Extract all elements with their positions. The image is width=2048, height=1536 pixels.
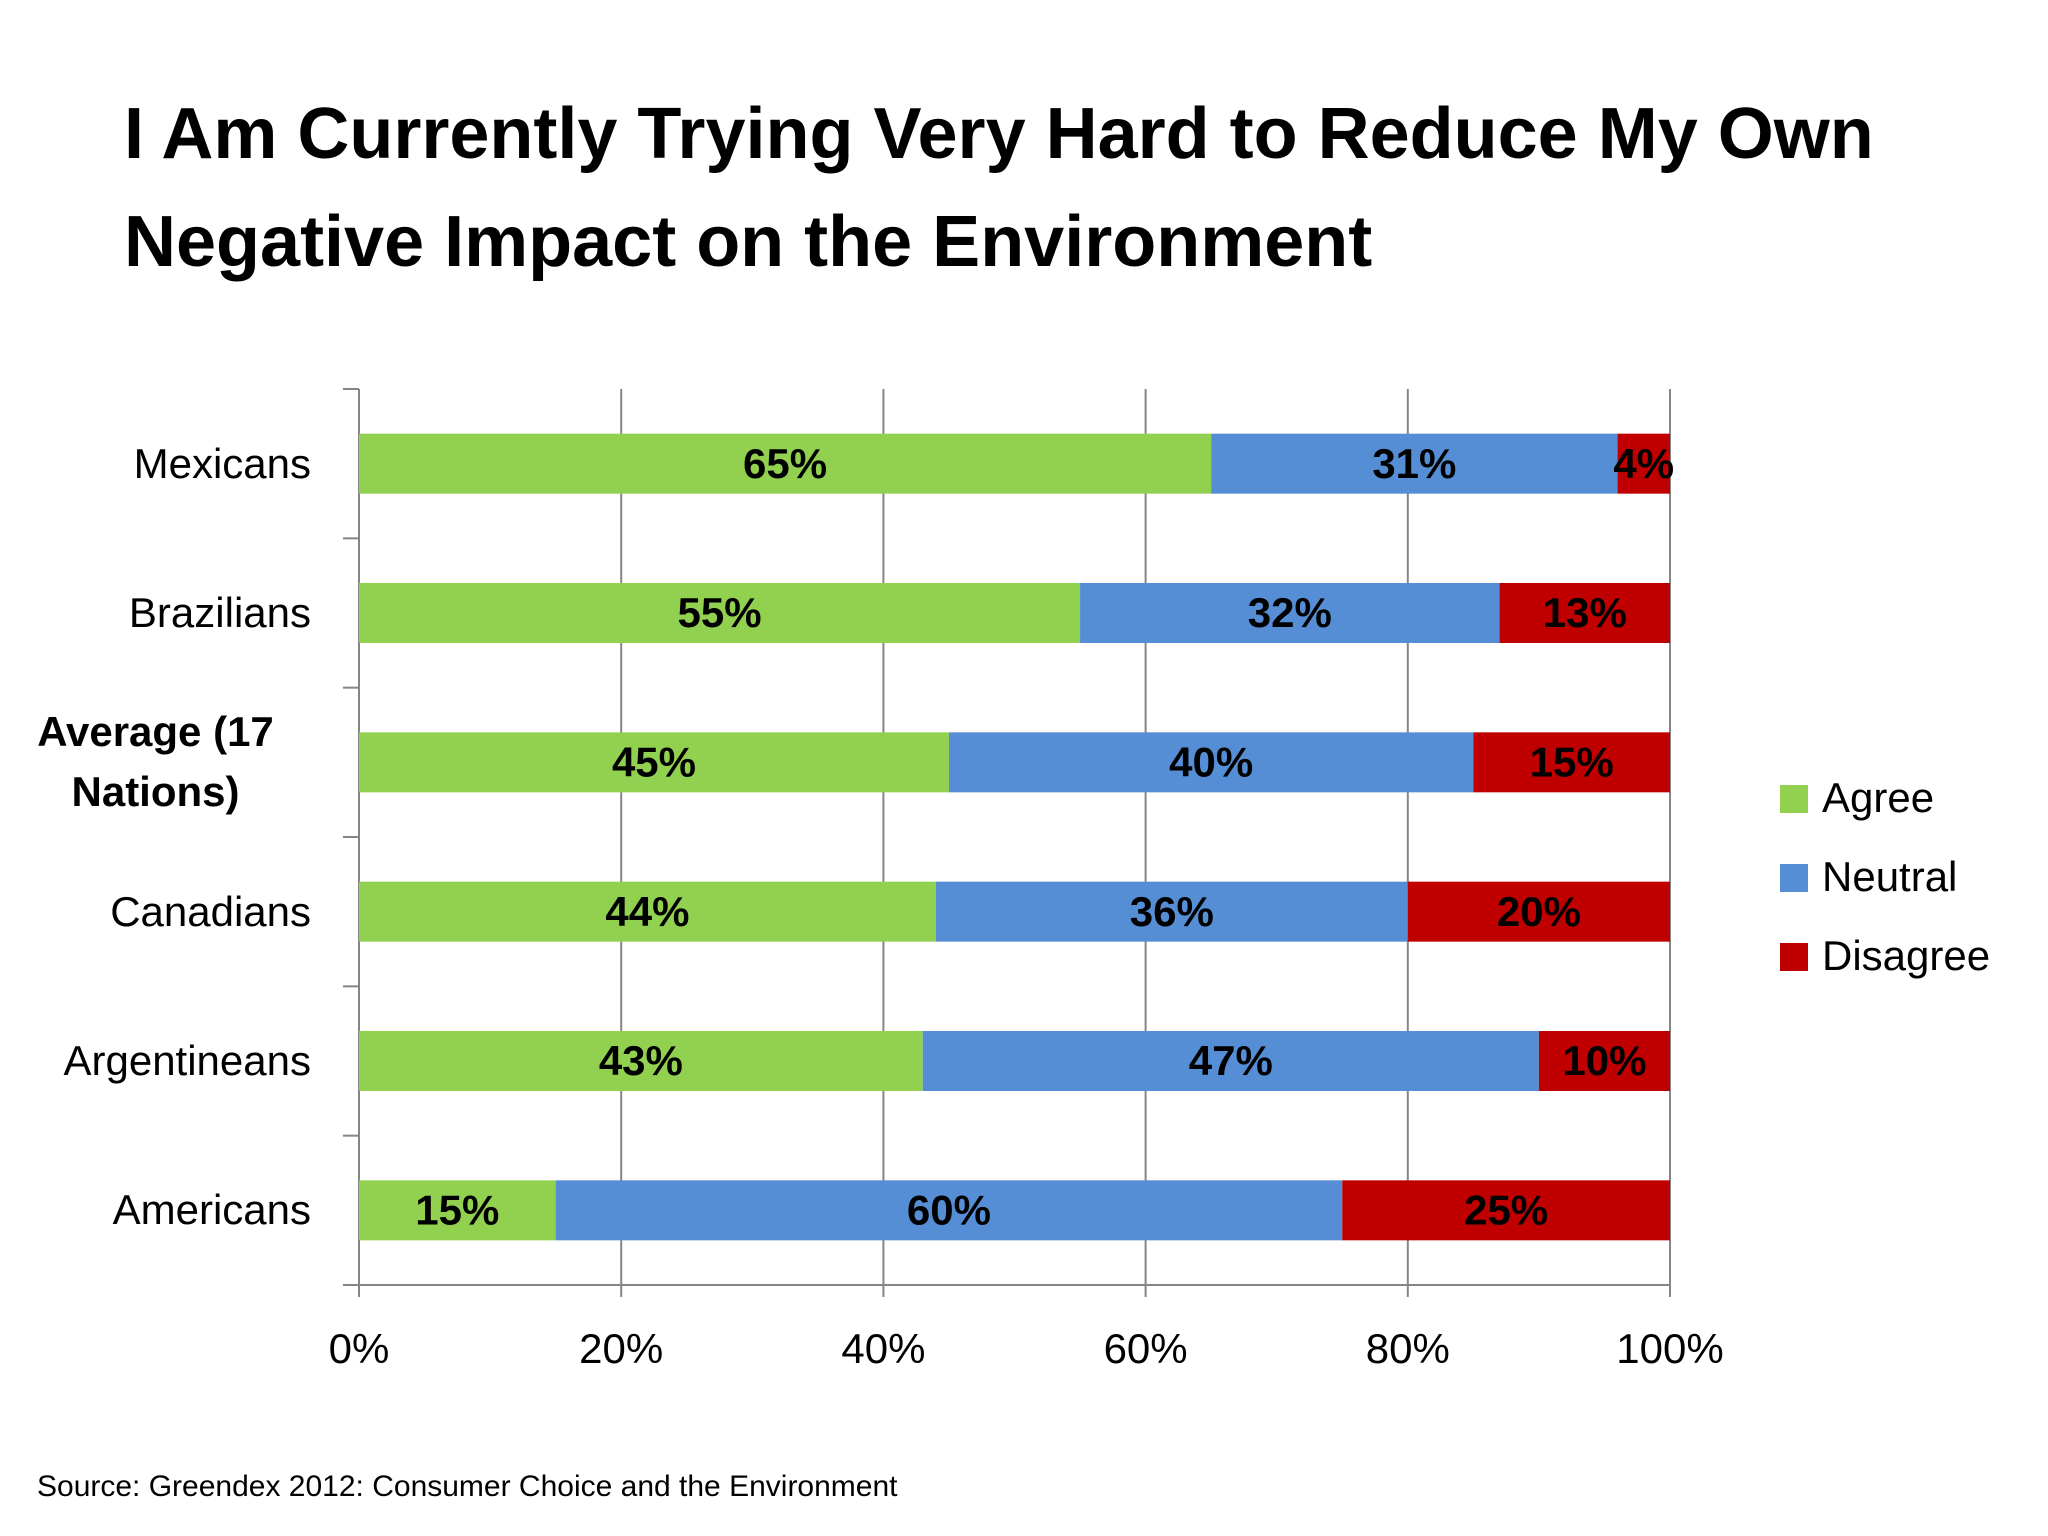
bar-segment: [1473, 732, 1670, 793]
bar-segment: [1080, 583, 1500, 643]
x-tick-label: 60%: [1104, 1325, 1188, 1372]
bar-segment: [359, 583, 1081, 643]
data-label: 32%: [1248, 589, 1332, 636]
data-label: 40%: [1169, 738, 1253, 785]
x-tick-label: 100%: [1616, 1325, 1723, 1372]
data-label: 36%: [1130, 888, 1214, 935]
data-label: 15%: [1530, 738, 1614, 785]
legend-swatch: [1780, 864, 1808, 892]
bar-segment: [555, 1180, 1343, 1241]
data-label: 25%: [1464, 1186, 1548, 1233]
y-tick-label: Americans: [112, 1186, 311, 1234]
bar-segment: [359, 881, 936, 942]
data-label: 4%: [1613, 440, 1674, 487]
bar-segment: [359, 1031, 923, 1091]
bar-segment: [1499, 583, 1670, 643]
bar-segment: [359, 1180, 556, 1241]
data-label: 20%: [1497, 888, 1581, 935]
y-tick-label: Average (17 Nations): [37, 708, 274, 816]
bar-segment: [948, 732, 1474, 793]
data-label: 44%: [605, 888, 689, 935]
data-label: 31%: [1372, 440, 1456, 487]
y-tick-label: Mexicans: [133, 439, 311, 487]
x-tick-label: 80%: [1366, 1325, 1450, 1372]
data-label: 10%: [1562, 1037, 1646, 1084]
legend-label: Neutral: [1822, 853, 1957, 900]
x-tick-label: 20%: [579, 1325, 663, 1372]
bar-segment: [922, 1031, 1539, 1091]
bar-segment: [1617, 433, 1670, 494]
bar-segment: [359, 732, 949, 793]
data-label: 15%: [415, 1186, 499, 1233]
data-label: 65%: [743, 440, 827, 487]
data-label: 47%: [1189, 1037, 1273, 1084]
legend-swatch: [1780, 785, 1808, 813]
data-label: 60%: [907, 1186, 991, 1233]
data-label: 13%: [1543, 589, 1627, 636]
bar-segment: [359, 433, 1212, 494]
bar-segment: [935, 881, 1408, 942]
y-tick-label: Canadians: [110, 887, 311, 935]
x-tick-label: 0%: [329, 1325, 390, 1372]
source-note: Source: Greendex 2012: Consumer Choice a…: [37, 1470, 898, 1503]
bar-segment: [1211, 433, 1618, 494]
legend-swatch: [1780, 943, 1808, 971]
bar-segment: [1538, 1031, 1670, 1091]
data-label: 45%: [612, 738, 696, 785]
bar-segment: [1407, 881, 1670, 942]
x-tick-label: 40%: [841, 1325, 925, 1372]
legend-label: Disagree: [1822, 932, 1990, 979]
bar-segment: [1342, 1180, 1670, 1241]
y-tick-label: Argentineans: [63, 1037, 311, 1084]
chart-title: I Am Currently Trying Very Hard to Reduc…: [124, 94, 1874, 282]
data-label: 43%: [599, 1037, 683, 1084]
y-tick-label: Brazilians: [128, 589, 311, 636]
data-label: 55%: [677, 589, 761, 636]
legend-label: Agree: [1822, 774, 1934, 821]
